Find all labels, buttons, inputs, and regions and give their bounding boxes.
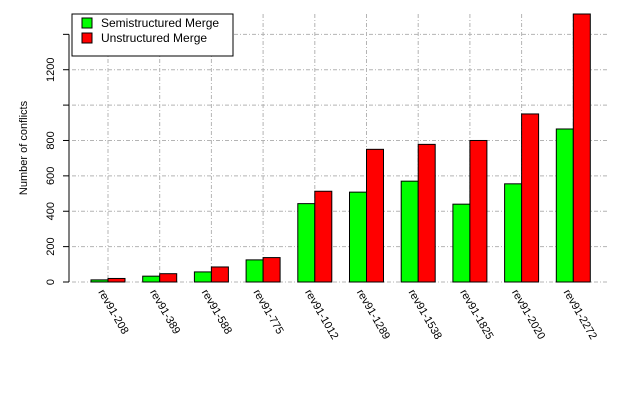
y-axis-label: Number of conflicts <box>18 100 30 195</box>
unstructured-bar <box>210 266 229 283</box>
unstructured-bar <box>469 139 488 283</box>
semistructured-bar <box>142 275 161 283</box>
semistructured-bar <box>245 259 264 283</box>
unstructured-bar <box>366 148 384 283</box>
y-tick-label: 0 <box>45 279 57 285</box>
semistructured-bar <box>555 128 574 283</box>
legend-swatch <box>81 17 93 29</box>
y-tick-label: 600 <box>45 167 57 185</box>
unstructured-bar <box>521 113 540 283</box>
semistructured-bar <box>400 180 419 283</box>
y-axis: 0 200 400 600 800 1200 <box>45 33 70 285</box>
unstructured-bar <box>314 190 333 283</box>
x-tick-label: rev91-2272 <box>561 288 599 342</box>
x-tick-labels: rev91-208 rev91-389 rev91-588 rev91-775 rev9… <box>95 288 599 342</box>
semistructured-bar <box>90 279 109 283</box>
semistructured-bar <box>193 271 212 283</box>
legend-label: Semistructured Merge <box>101 16 219 30</box>
unstructured-bar <box>107 277 126 283</box>
grid <box>72 14 607 283</box>
x-tick-label: rev91-1538 <box>406 288 444 342</box>
semistructured-bar <box>504 183 523 283</box>
bars <box>90 13 591 283</box>
unstructured-bar <box>417 143 436 283</box>
x-tick-label: rev91-1289 <box>354 288 392 342</box>
semistructured-bar <box>349 191 367 283</box>
x-tick-label: rev91-775 <box>251 288 286 337</box>
y-tick-label: 1200 <box>45 57 57 81</box>
legend-box <box>71 13 234 57</box>
y-tick-label: 800 <box>45 131 57 149</box>
legend-swatch <box>81 32 93 44</box>
unstructured-bar <box>572 13 591 283</box>
y-tick-label: 200 <box>45 237 57 255</box>
x-tick-label: rev91-1825 <box>457 288 495 342</box>
x-tick-label: rev91-1012 <box>302 288 340 342</box>
x-tick-label: rev91-588 <box>199 288 234 337</box>
x-tick-label: rev91-208 <box>95 288 130 337</box>
x-tick-label: rev91-2020 <box>509 288 547 342</box>
legend-label: Unstructured Merge <box>101 31 207 45</box>
semistructured-bar <box>297 203 316 283</box>
semistructured-bar <box>452 203 471 283</box>
unstructured-bar <box>159 273 178 283</box>
y-tick-label: 400 <box>45 202 57 220</box>
x-tick-label: rev91-389 <box>147 288 182 337</box>
unstructured-bar <box>262 257 281 283</box>
